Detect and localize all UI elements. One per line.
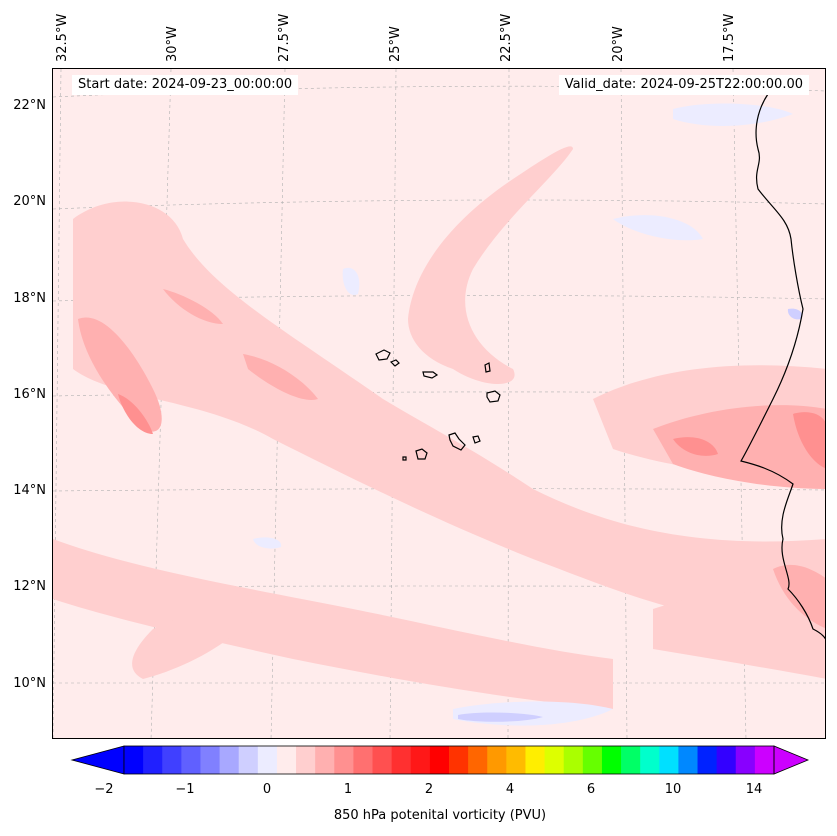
colorbar-segment	[296, 746, 316, 774]
colorbar-segment	[429, 746, 450, 774]
colorbar-extend-high	[773, 745, 810, 775]
colorbar-segment	[525, 746, 546, 774]
coastline	[375, 93, 825, 640]
pv-contours-medium	[78, 289, 825, 629]
lat-label: 16°N	[13, 387, 46, 402]
lon-label: 17.5°W	[722, 13, 737, 62]
colorbar-tick-label: −1	[175, 782, 195, 797]
colorbar-segment	[716, 746, 737, 774]
colorbar-segment	[181, 746, 201, 774]
colorbar-segment	[410, 746, 431, 774]
colorbar-segment	[582, 746, 603, 774]
colorbar-extend-low	[70, 745, 125, 775]
lon-label: 32.5°W	[55, 13, 70, 62]
colorbar-tick-label: 6	[586, 782, 596, 797]
colorbar-segment	[449, 746, 469, 774]
colorbar-segment	[372, 746, 393, 774]
colorbar-tick-label: 2	[424, 782, 434, 797]
colorbar-segment	[697, 746, 718, 774]
colorbar-segment	[640, 746, 660, 774]
pv-contours-negative	[253, 103, 793, 726]
map-area	[52, 68, 826, 739]
colorbar-segment	[621, 746, 641, 774]
colorbar-segment	[238, 746, 259, 774]
colorbar-segment	[353, 746, 374, 774]
lon-label: 27.5°W	[277, 13, 292, 62]
colorbar-segment	[219, 746, 240, 774]
colorbar-label: 850 hPa potenital vorticity (PVU)	[333, 808, 547, 823]
colorbar-segment	[391, 746, 412, 774]
colorbar-tick-label: −2	[94, 782, 114, 797]
colorbar-segment	[678, 746, 699, 774]
colorbar-segment	[143, 746, 163, 774]
colorbar-segment	[487, 746, 507, 774]
colorbar-segment	[315, 746, 335, 774]
pv-field-map	[53, 69, 825, 738]
valid-date-label: Valid_date: 2024-09-25T22:00:00.00	[558, 75, 809, 95]
colorbar-segment	[506, 746, 526, 774]
colorbar-tick-label: 1	[343, 782, 353, 797]
colorbar-tick-label: 4	[505, 782, 515, 797]
colorbar-segment	[659, 746, 679, 774]
colorbar-segment	[735, 746, 756, 774]
colorbar-segment	[601, 746, 622, 774]
pv-contours-light	[53, 146, 825, 709]
colorbar-tick-label: 0	[262, 782, 272, 797]
lat-label: 10°N	[13, 676, 46, 691]
lat-label: 22°N	[13, 98, 46, 113]
lat-label: 12°N	[13, 579, 46, 594]
lat-label: 14°N	[13, 483, 46, 498]
colorbar-segment	[468, 746, 488, 774]
colorbar	[70, 745, 810, 775]
lon-label: 25°W	[388, 26, 403, 62]
colorbar-segment	[276, 746, 297, 774]
lat-label: 18°N	[13, 291, 46, 306]
colorbar-tick-label: 14	[745, 782, 763, 797]
colorbar-tick-label: 10	[664, 782, 682, 797]
start-date-label: Start date: 2024-09-23_00:00:00	[72, 75, 299, 95]
colorbar-segment	[544, 746, 565, 774]
pv-contours-negative-2	[458, 308, 803, 722]
pv-contours-dark	[118, 394, 825, 469]
lon-label: 22.5°W	[499, 13, 514, 62]
lon-label: 20°W	[611, 26, 626, 62]
colorbar-outline	[123, 745, 775, 775]
lat-label: 20°N	[13, 194, 46, 209]
colorbar-segment	[754, 746, 775, 774]
colorbar-segment	[563, 746, 584, 774]
colorbar-segment	[124, 746, 144, 774]
colorbar-segment	[257, 746, 278, 774]
lon-label: 30°W	[165, 26, 180, 62]
colorbar-segment	[162, 746, 182, 774]
colorbar-segment	[334, 746, 354, 774]
colorbar-segment	[200, 746, 221, 774]
